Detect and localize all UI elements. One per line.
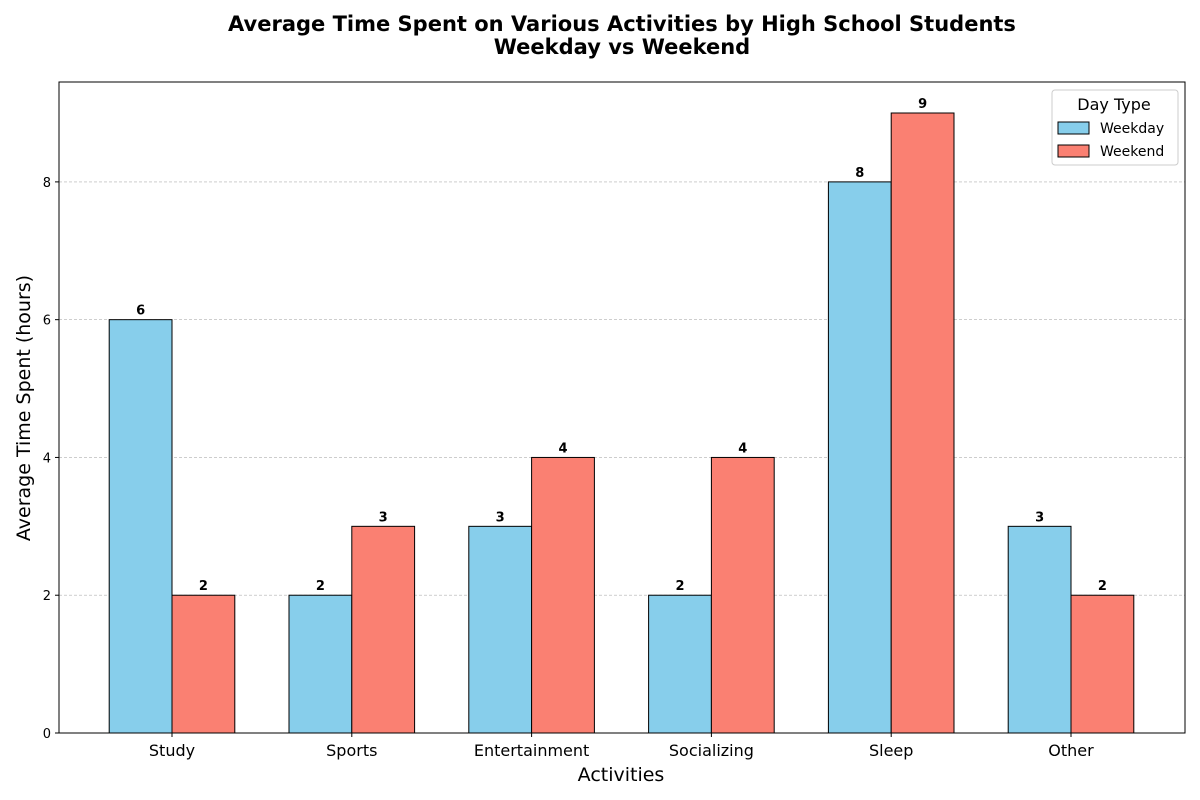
y-axis-ticks: 0 2 4 6 8 [43,176,59,742]
data-label: 4 [738,441,747,456]
bar-weekday-sleep [827,181,892,734]
data-label: 6 [136,304,145,319]
x-tick-label: Sleep [869,741,913,760]
data-label: 2 [199,579,208,594]
x-axis-ticks: Study Sports Entertainment Socializing Sleep… [149,733,1094,760]
data-labels: 6 2 2 3 3 4 2 4 8 9 3 2 [136,97,1107,594]
y-tick-label: 8 [43,176,51,191]
legend: Day Type Weekday Weekend [1051,89,1179,166]
bar-weekday-other [1007,525,1072,734]
bar-weekend-socializing [710,456,775,734]
bar-weekend-entertainment [531,456,595,734]
plot-frame [58,81,1186,734]
gridlines [59,181,1185,596]
bar-weekend-other [1070,594,1135,734]
data-label: 2 [316,579,325,594]
legend-swatch-weekend [1057,144,1090,158]
chart-subtitle: Weekday vs Weekend [494,35,750,59]
y-tick-label: 0 [43,727,51,742]
legend-label-weekend: Weekend [1100,144,1164,160]
x-tick-label: Study [149,741,195,760]
x-axis-label: Activities [578,764,665,786]
x-tick-label: Socializing [669,741,754,760]
data-label: 9 [918,97,927,112]
legend-label-weekday: Weekday [1100,121,1164,137]
bar-weekday-socializing [648,594,712,734]
bar-weekend-study [171,594,236,734]
data-label: 2 [675,579,684,594]
x-tick-label: Other [1048,741,1094,760]
data-label: 8 [855,166,864,181]
data-label: 4 [558,441,567,456]
data-label: 3 [379,510,388,525]
y-tick-label: 6 [43,314,51,329]
legend-swatch-weekday [1057,121,1090,135]
bars [108,112,1135,734]
chart-title: Average Time Spent on Various Activities… [228,12,1016,36]
bar-weekend-sleep [890,112,955,734]
data-label: 2 [1098,579,1107,594]
y-tick-label: 2 [43,589,51,604]
x-tick-label: Entertainment [474,741,589,760]
y-axis-label: Average Time Spent (hours) [13,275,35,541]
data-label: 3 [496,510,505,525]
bar-weekend-sports [351,525,416,734]
bar-weekday-study [108,319,173,734]
x-tick-label: Sports [326,741,377,760]
data-label: 3 [1035,510,1044,525]
bar-weekday-entertainment [468,525,533,734]
y-tick-label: 4 [43,451,51,466]
legend-title: Day Type [1077,95,1150,114]
bar-weekday-sports [288,594,353,734]
